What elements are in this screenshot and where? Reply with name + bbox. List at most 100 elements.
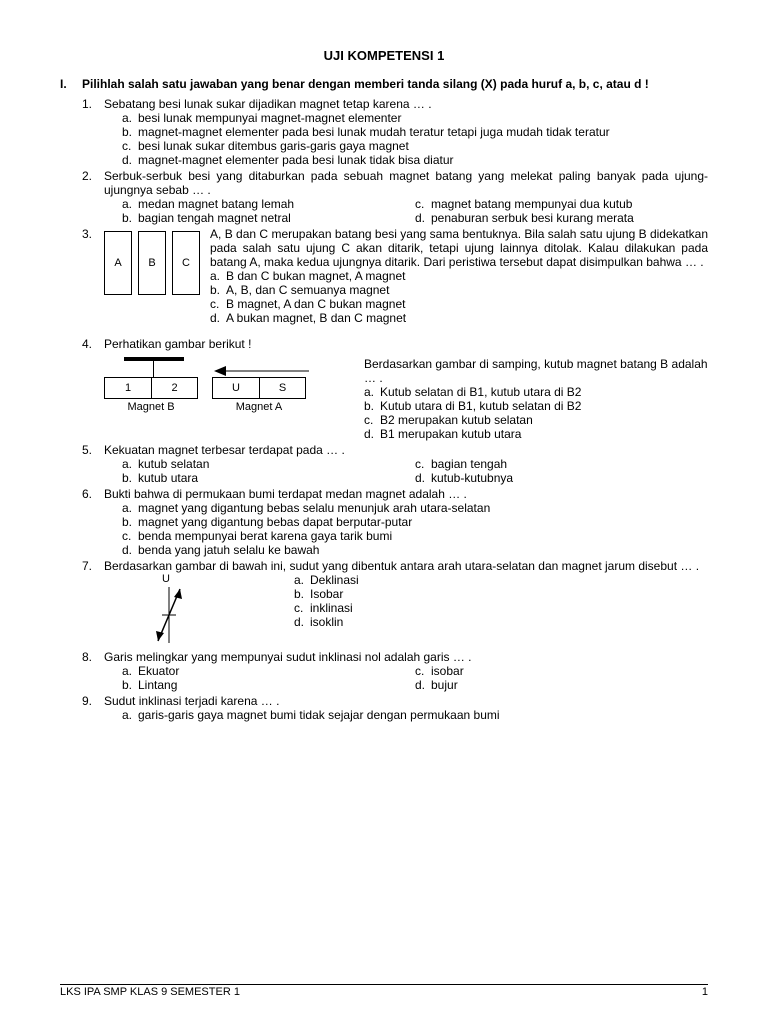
opt-text: kutub selatan — [138, 457, 415, 471]
opt-text: B magnet, A dan C bukan magnet — [226, 297, 708, 311]
cell-u: U — [213, 378, 259, 398]
opt-label: b. — [122, 471, 138, 485]
opt-text: Isobar — [310, 587, 708, 601]
opt-text: garis-garis gaya magnet bumi tidak sejaj… — [138, 708, 708, 722]
opt-text: A bukan magnet, B dan C magnet — [226, 311, 708, 325]
opt-text: isobar — [431, 664, 708, 678]
opt-text: bagian tengah — [431, 457, 708, 471]
opt-label: d. — [210, 311, 226, 325]
opt-label: a. — [122, 501, 138, 515]
opt-text: Lintang — [138, 678, 415, 692]
question-5: 5. Kekuatan magnet terbesar terdapat pad… — [82, 443, 708, 485]
opt-label: c. — [294, 601, 310, 615]
opt-text: Kutub selatan di B1, kutub utara di B2 — [380, 385, 708, 399]
opt-label: b. — [122, 211, 138, 225]
opt-text: magnet batang mempunyai dua kutub — [431, 197, 708, 211]
opt-text: magnet yang digantung bebas selalu menun… — [138, 501, 708, 515]
footer-text: LKS IPA SMP KLAS 9 SEMESTER 1 — [60, 986, 240, 998]
q-number: 5. — [82, 443, 104, 485]
opt-text: magnet yang digantung bebas dapat berput… — [138, 515, 708, 529]
opt-text: inklinasi — [310, 601, 708, 615]
opt-text: magnet-magnet elementer pada besi lunak … — [138, 153, 708, 167]
question-4: 4. Perhatikan gambar berikut ! 1 — [82, 337, 708, 441]
magnet-a: U S — [212, 377, 306, 399]
magnet-b: 1 2 — [104, 377, 198, 399]
magnet-a-label: Magnet A — [212, 401, 306, 413]
q-number: 2. — [82, 169, 104, 225]
magnet-b-label: Magnet B — [104, 401, 198, 413]
q4-diagram — [104, 357, 334, 377]
question-7: 7. Berdasarkan gambar di bawah ini, sudu… — [82, 559, 708, 648]
bar-c: C — [172, 231, 200, 295]
question-1: 1. Sebatang besi lunak sukar dijadikan m… — [82, 97, 708, 167]
opt-text: B dan C bukan magnet, A magnet — [226, 269, 708, 283]
opt-text: bagian tengah magnet netral — [138, 211, 415, 225]
opt-label: c. — [415, 664, 431, 678]
q3-diagram: A B C — [104, 227, 200, 303]
opt-label: a. — [210, 269, 226, 283]
q-number: 7. — [82, 559, 104, 648]
opt-label: a. — [122, 457, 138, 471]
q-text: Berdasarkan gambar di bawah ini, sudut y… — [104, 559, 708, 573]
q-number: 4. — [82, 337, 104, 441]
q-text: Kekuatan magnet terbesar terdapat pada …… — [104, 443, 708, 457]
q-number: 9. — [82, 694, 104, 722]
north-label: U — [162, 573, 194, 585]
opt-label: c. — [122, 139, 138, 153]
page-number: 1 — [702, 986, 708, 998]
opt-label: d. — [294, 615, 310, 629]
opt-text: medan magnet batang lemah — [138, 197, 415, 211]
opt-text: magnet-magnet elementer pada besi lunak … — [138, 125, 708, 139]
opt-label: a. — [294, 573, 310, 587]
opt-label: d. — [415, 471, 431, 485]
opt-label: d. — [364, 427, 380, 441]
bar-a: A — [104, 231, 132, 295]
opt-label: a. — [122, 197, 138, 211]
opt-label: a. — [122, 111, 138, 125]
q-text: Sudut inklinasi terjadi karena … . — [104, 694, 708, 708]
opt-label: b. — [364, 399, 380, 413]
q-text: Perhatikan gambar berikut ! — [104, 337, 708, 351]
opt-text: besi lunak mempunyai magnet-magnet eleme… — [138, 111, 708, 125]
question-6: 6. Bukti bahwa di permukaan bumi terdapa… — [82, 487, 708, 557]
opt-text: penaburan serbuk besi kurang merata — [431, 211, 708, 225]
question-8: 8. Garis melingkar yang mempunyai sudut … — [82, 650, 708, 692]
question-3: 3. A B C A, B dan C merupakan batang bes… — [82, 227, 708, 325]
opt-label: c. — [415, 457, 431, 471]
question-2: 2. Serbuk-serbuk besi yang ditaburkan pa… — [82, 169, 708, 225]
cell-s: S — [259, 378, 305, 398]
compass-needle-icon — [144, 585, 194, 645]
opt-text: A, B, dan C semuanya magnet — [226, 283, 708, 297]
page-footer: LKS IPA SMP KLAS 9 SEMESTER 1 1 — [60, 984, 708, 998]
opt-label: b. — [122, 515, 138, 529]
q-number: 3. — [82, 227, 104, 325]
opt-text: Ekuator — [138, 664, 415, 678]
opt-text: Deklinasi — [310, 573, 708, 587]
opt-label: a. — [122, 664, 138, 678]
q-text: A, B dan C merupakan batang besi yang sa… — [210, 227, 708, 269]
opt-label: c. — [122, 529, 138, 543]
q-text: Sebatang besi lunak sukar dijadikan magn… — [104, 97, 708, 111]
opt-text: B1 merupakan kutub utara — [380, 427, 708, 441]
opt-label: d. — [415, 211, 431, 225]
q-text: Bukti bahwa di permukaan bumi terdapat m… — [104, 487, 708, 501]
opt-label: c. — [210, 297, 226, 311]
opt-text: besi lunak sukar ditembus garis-garis ga… — [138, 139, 708, 153]
opt-label: c. — [364, 413, 380, 427]
opt-label: b. — [294, 587, 310, 601]
opt-label: d. — [415, 678, 431, 692]
section-instruction: Pilihlah salah satu jawaban yang benar d… — [82, 77, 708, 91]
cell-1: 1 — [105, 378, 151, 398]
bar-b: B — [138, 231, 166, 295]
opt-label: b. — [210, 283, 226, 297]
q7-diagram: U — [104, 573, 194, 648]
question-9: 9. Sudut inklinasi terjadi karena … . a.… — [82, 694, 708, 722]
section-number: I. — [60, 77, 82, 91]
opt-label: b. — [122, 678, 138, 692]
q-number: 6. — [82, 487, 104, 557]
opt-label: a. — [122, 708, 138, 722]
cell-2: 2 — [151, 378, 197, 398]
opt-text: kutub-kutubnya — [431, 471, 708, 485]
q-text: Serbuk-serbuk besi yang ditaburkan pada … — [104, 169, 708, 197]
opt-text: B2 merupakan kutub selatan — [380, 413, 708, 427]
